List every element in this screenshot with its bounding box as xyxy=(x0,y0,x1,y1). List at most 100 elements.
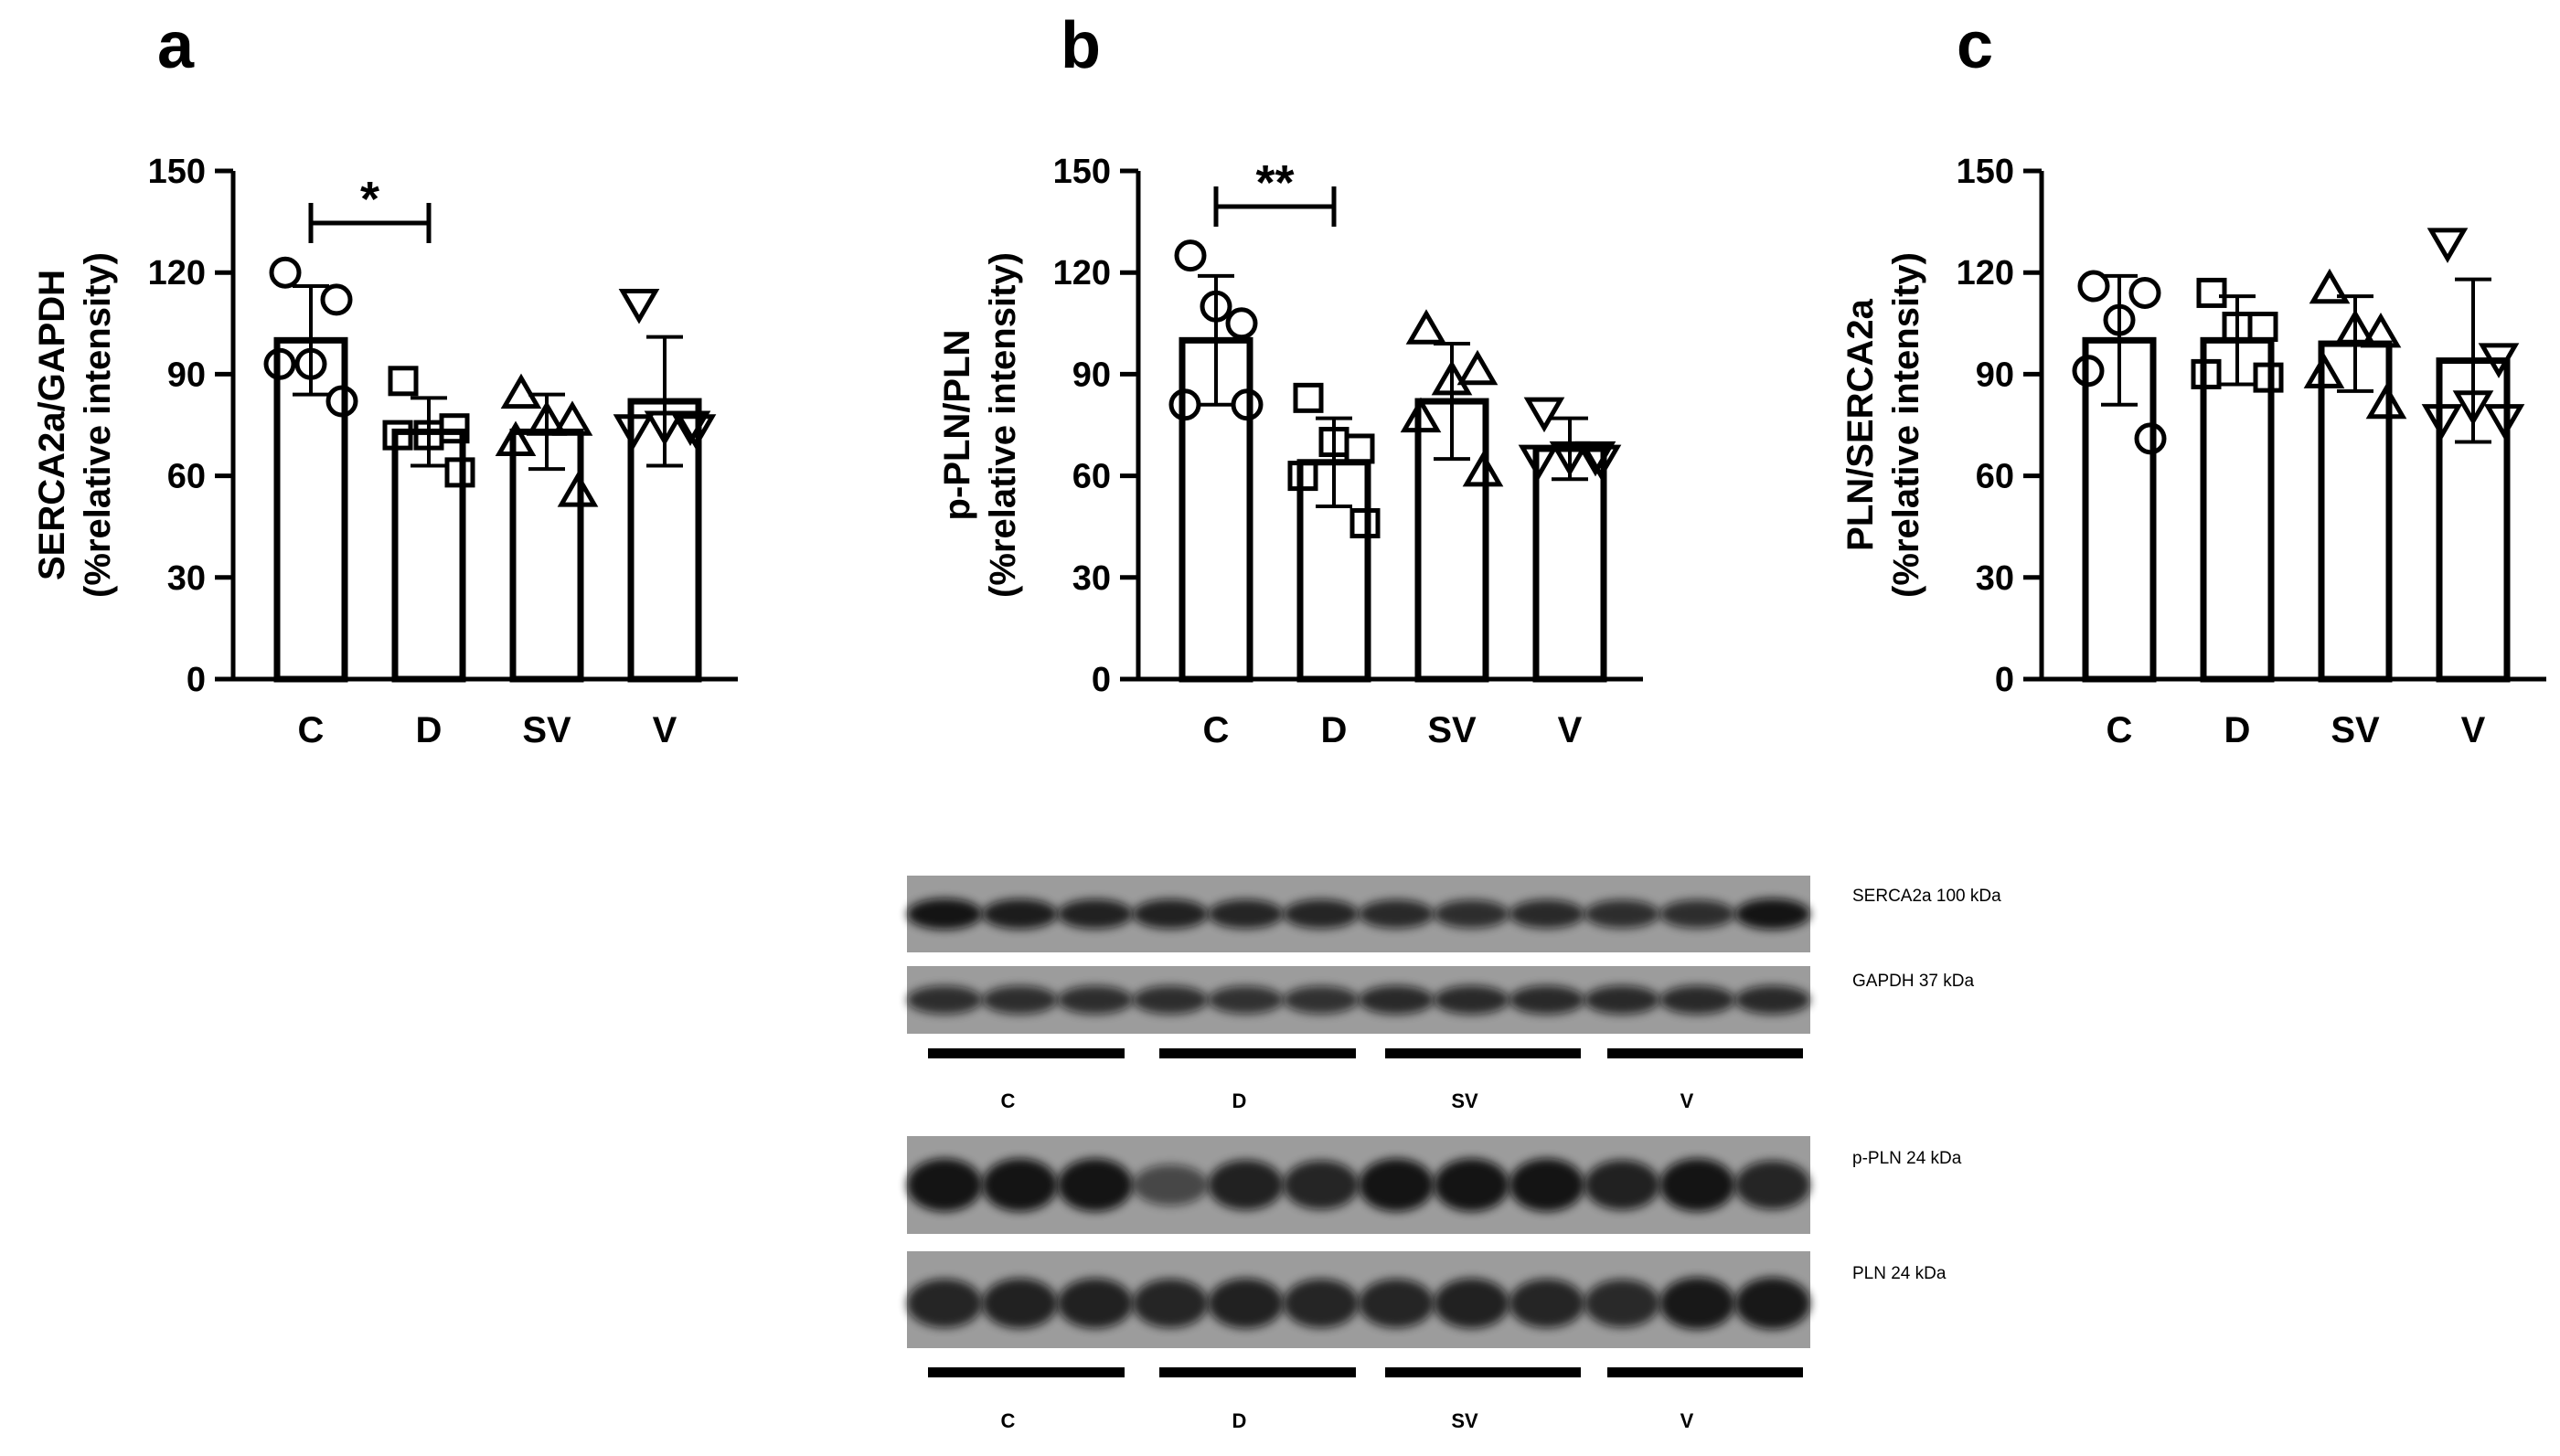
data-point-square xyxy=(382,420,413,451)
y-axis-label-units: (%relative intensity) xyxy=(983,252,1023,598)
data-point-circle xyxy=(1200,290,1232,323)
blot-strip: p-PLN 24 kDa xyxy=(906,1136,1962,1234)
blot-band xyxy=(1434,1278,1509,1329)
blot-band xyxy=(1734,898,1811,930)
data-point-triangle-up xyxy=(2365,383,2407,420)
y-axis-label: SERCA2a/GAPDH xyxy=(32,270,72,580)
category-label-SV: SV xyxy=(1427,710,1477,750)
lane-group-set: C D SV V xyxy=(928,1367,1803,1432)
category-label-V: V xyxy=(1558,710,1583,750)
data-point-triangle-down xyxy=(1549,441,1591,477)
data-point-square xyxy=(2222,312,2253,343)
bar-D xyxy=(2200,336,2275,683)
data-point-circle xyxy=(2072,355,2105,388)
data-point-square xyxy=(2191,358,2222,389)
blot-band xyxy=(1133,1164,1209,1206)
y-tick-label: 120 xyxy=(1957,254,2014,292)
blot-band xyxy=(982,985,1058,1015)
data-point-circle xyxy=(269,256,302,289)
blot-band xyxy=(1734,985,1811,1015)
blot-band xyxy=(1734,1277,1811,1330)
y-axis-label-units: (%relative intensity) xyxy=(1886,252,1926,598)
data-point-triangle-up xyxy=(2360,312,2402,348)
y-tick-label: 150 xyxy=(1957,153,2014,191)
blot-band xyxy=(1434,985,1509,1015)
lane-group-bar xyxy=(1385,1367,1581,1377)
data-point-circle xyxy=(1225,307,1258,340)
lane-group-bar xyxy=(1159,1367,1356,1377)
data-point-circle xyxy=(2103,303,2136,336)
data-point-square xyxy=(388,366,419,397)
blot-band xyxy=(1584,1160,1660,1210)
blot-band xyxy=(1283,985,1360,1015)
blot-band xyxy=(1509,1279,1585,1328)
data-point-triangle-down xyxy=(1574,441,1616,477)
blot-band xyxy=(1283,1160,1360,1210)
y-tick-label: 0 xyxy=(1995,661,2014,699)
panel-letter: c xyxy=(1957,9,1993,82)
blot-strip: PLN 24 kDa xyxy=(906,1251,1947,1348)
blot-band xyxy=(1659,985,1735,1015)
lane-group-label-V: V xyxy=(1680,1089,1694,1112)
lane-group-label-SV: SV xyxy=(1451,1089,1478,1112)
blot-band xyxy=(906,1279,983,1328)
blot-band xyxy=(1057,898,1134,930)
lane-group-bar xyxy=(928,1367,1125,1377)
y-tick-label: 120 xyxy=(1053,254,1111,292)
bar-D xyxy=(391,428,466,683)
lane-group-label-SV: SV xyxy=(1451,1409,1478,1432)
data-point-triangle-up xyxy=(2334,309,2376,345)
y-tick-label: 0 xyxy=(1092,661,1111,699)
lane-group-bar xyxy=(928,1048,1125,1058)
blot-band xyxy=(982,1158,1058,1212)
lane-group-label-D: D xyxy=(1232,1409,1247,1432)
data-point-triangle-up xyxy=(1462,451,1504,487)
blot-band xyxy=(1659,1277,1735,1330)
data-point-triangle-down xyxy=(2421,404,2463,440)
category-label-D: D xyxy=(2224,710,2251,750)
data-point-triangle-down xyxy=(2478,343,2520,378)
chart-panel-c: c 0 30 60 90 120 150 PLN/SERCA2a (%relative inte… xyxy=(1840,9,2546,750)
lane-group-bar xyxy=(1159,1048,1356,1058)
blot-band xyxy=(982,1278,1058,1329)
data-point-square xyxy=(1293,382,1324,413)
blot-band xyxy=(1359,1158,1435,1212)
data-point-triangle-down xyxy=(613,414,655,450)
bar-C xyxy=(273,336,348,683)
blot-band xyxy=(1057,1158,1134,1212)
data-point-triangle-down xyxy=(1523,397,1565,433)
category-label-V: V xyxy=(2461,710,2486,750)
category-label-D: D xyxy=(416,710,443,750)
data-point-triangle-down xyxy=(644,410,686,446)
y-tick-label: 30 xyxy=(1072,559,1111,598)
lane-group-label-C: C xyxy=(1001,1409,1016,1432)
y-axis-label: PLN/SERCA2a xyxy=(1840,298,1881,550)
data-point-triangle-down xyxy=(2452,390,2494,426)
blot-band xyxy=(982,898,1058,930)
blot-band xyxy=(906,985,983,1015)
data-point-triangle-down xyxy=(1580,444,1622,481)
data-point-triangle-down xyxy=(669,410,711,446)
panel-letter: b xyxy=(1061,9,1101,82)
blot-band xyxy=(1584,899,1660,929)
data-point-circle xyxy=(2077,270,2110,303)
blot-band xyxy=(1509,985,1585,1015)
blot-band xyxy=(1133,985,1209,1015)
blot-band xyxy=(1133,1279,1209,1328)
data-point-triangle-up xyxy=(2303,353,2345,388)
blot-band xyxy=(906,1158,983,1212)
lane-group-label-C: C xyxy=(1001,1089,1016,1112)
data-point-circle xyxy=(294,347,327,380)
data-point-triangle-up xyxy=(1400,397,1442,433)
lane-group-bar xyxy=(1607,1048,1803,1058)
category-label-C: C xyxy=(298,710,325,750)
blot-row-label: GAPDH 37 kDa xyxy=(1852,972,1974,991)
blot-band xyxy=(1734,1160,1811,1210)
y-tick-label: 90 xyxy=(1072,356,1111,394)
data-point-circle xyxy=(1174,239,1207,272)
data-point-triangle-down xyxy=(618,289,660,324)
data-point-square xyxy=(444,457,475,488)
bar-SV xyxy=(1414,398,1489,683)
y-tick-label: 90 xyxy=(1976,356,2014,394)
